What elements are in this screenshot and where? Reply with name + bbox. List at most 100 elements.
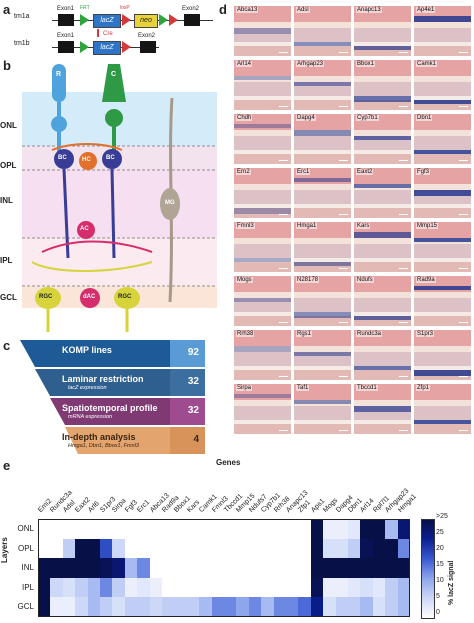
tile-ap4e1: Ap4e1	[414, 6, 471, 56]
scale-bar	[279, 106, 288, 107]
tile-rad9a: Rad9a	[414, 276, 471, 326]
scale-bar	[339, 160, 348, 161]
scale-bar	[339, 376, 348, 377]
construct-label: tm1a	[14, 13, 30, 20]
ac-soma	[77, 221, 95, 239]
lacz-stain	[294, 42, 351, 46]
tile-arhgap23: Arhgap23	[294, 60, 351, 110]
heatmap-cell	[261, 558, 275, 578]
lacz-stain	[414, 370, 471, 376]
heatmap-cell	[38, 519, 51, 539]
ipl-band	[22, 238, 217, 286]
heatmap-cell	[38, 558, 51, 578]
heatmap-cell	[174, 519, 188, 539]
heatmap-cell	[323, 519, 337, 539]
heatmap-cell	[397, 597, 411, 617]
lacz-stain	[414, 238, 471, 242]
colorbar-tick: 10	[436, 577, 444, 584]
construct-tm1a: tm1a Exon1 FRT lacZ loxP neo Exon2	[14, 5, 219, 32]
scale-bar	[459, 268, 468, 269]
scale-bar	[339, 52, 348, 53]
heatmap-cell	[149, 538, 163, 559]
heatmap-cell	[385, 577, 399, 598]
heatmap-cell	[162, 558, 175, 578]
heatmap-cell	[360, 577, 374, 598]
heatmap-cell	[62, 519, 76, 539]
tile-arl14: Arl14	[234, 60, 291, 110]
tile-gene-label: Chdh	[236, 115, 253, 121]
lacz-stain	[294, 130, 351, 136]
heatmap-cell	[112, 597, 126, 617]
heatmap-cell	[298, 538, 312, 559]
heatmap-cell	[372, 597, 386, 617]
colorbar-tick: 5	[436, 593, 440, 600]
heatmap-cell	[75, 577, 89, 598]
lacz-stain	[414, 150, 471, 154]
dac-label: dAC	[83, 294, 96, 300]
heatmap-cell	[211, 519, 225, 539]
scale-bar	[459, 214, 468, 215]
heatmap-cell	[248, 519, 262, 539]
bc-label-right: BC	[106, 155, 115, 161]
loxp-site-2	[169, 14, 178, 26]
tile-dbn1: Dbn1	[414, 114, 471, 164]
lacz-stain	[414, 100, 471, 104]
rod-outer	[52, 64, 66, 102]
lacz-stain	[294, 352, 351, 356]
tile-gene-label: Fgf3	[416, 169, 431, 175]
heatmap-cell	[112, 577, 126, 598]
tile-mmp15: Mmp15	[414, 222, 471, 272]
heatmap-cell	[174, 577, 188, 598]
heatmap-cell	[236, 538, 250, 559]
heatmap-cell	[397, 577, 411, 598]
panel-c-label: c	[3, 338, 11, 353]
scale-bar	[399, 106, 408, 107]
tile-cyp7b1: Cyp7b1	[354, 114, 411, 164]
funnel-count: 92	[187, 347, 199, 358]
heatmap-cell	[261, 597, 275, 617]
frt-label: FRT	[80, 5, 90, 11]
scale-bar	[339, 214, 348, 215]
exon2-label: Exon2	[182, 6, 200, 12]
lacz-stain	[294, 82, 351, 86]
heatmap-cell	[261, 577, 275, 598]
heatmap-cell	[372, 519, 386, 539]
heatmap-cell	[335, 597, 349, 617]
funnel-chart: KOMP lines 92 Laminar restriction lacZ e…	[0, 340, 215, 460]
scale-bar	[459, 430, 468, 431]
scale-bar	[339, 106, 348, 107]
funnel-title: Laminar restriction	[62, 374, 144, 384]
hc-label: HC	[82, 157, 91, 163]
heatmap-cell	[224, 519, 237, 539]
tile-gene-label: Camk1	[416, 61, 438, 67]
tile-fmnl3: Fmnl3	[234, 222, 291, 272]
tile-rrh38: Rrh38	[234, 330, 291, 380]
heatmap-cell	[348, 597, 361, 617]
tile-ern2: Ern2	[234, 168, 291, 218]
tile-gene-label: Tbccd1	[356, 385, 378, 391]
heatmap-cell	[372, 538, 386, 559]
colorbar-tick: >25	[436, 513, 448, 520]
lacz-stain	[414, 420, 471, 424]
heatmap-cell	[174, 558, 188, 578]
funnel-count: 4	[193, 434, 199, 445]
tile-gene-label: Kars	[356, 223, 371, 229]
tile-gene-label: Ndufs	[356, 277, 374, 283]
heatmap-cell	[162, 577, 175, 598]
dac-soma	[80, 288, 100, 308]
scale-bar	[459, 106, 468, 107]
exon1-block	[58, 41, 74, 53]
layer-label-onl: ONL	[0, 121, 17, 130]
funnel-level-spatiotemporal: Spatiotemporal profile mRNA expression 3…	[20, 398, 205, 425]
heatmap-cell	[298, 558, 312, 578]
scale-bar	[459, 160, 468, 161]
heatmap-cell	[87, 597, 101, 617]
heatmap-cell	[149, 597, 163, 617]
exon2-block	[184, 14, 200, 26]
heatmap-column-label: Erc1	[136, 498, 152, 514]
tile-gene-label: Cyp7b1	[356, 115, 379, 121]
heatmap-cell	[286, 538, 299, 559]
rod-label: R	[56, 71, 62, 78]
heatmap-cell	[224, 538, 237, 559]
heatmap-cell	[360, 538, 374, 559]
